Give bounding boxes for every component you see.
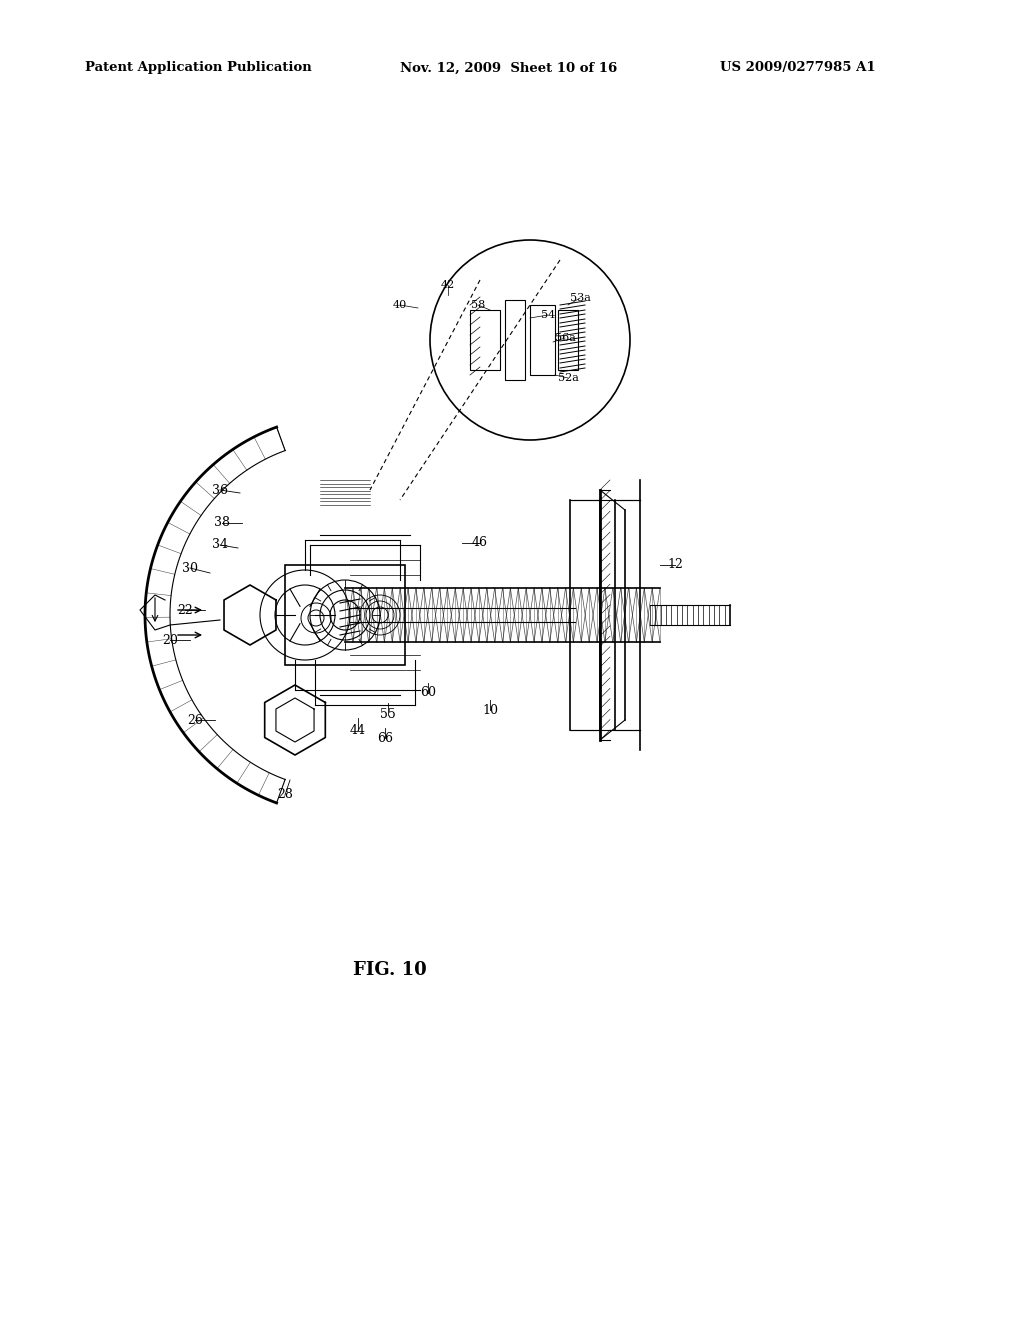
Text: 36: 36 <box>212 483 228 496</box>
Text: 56a: 56a <box>555 333 575 343</box>
Text: 10: 10 <box>482 704 498 717</box>
Text: 28: 28 <box>278 788 293 801</box>
Text: 40: 40 <box>393 300 408 310</box>
Text: 42: 42 <box>441 280 455 290</box>
Text: 53a: 53a <box>569 293 591 304</box>
Text: 54: 54 <box>541 310 555 319</box>
Bar <box>530 305 555 375</box>
Text: 52a: 52a <box>557 374 579 383</box>
Text: 22: 22 <box>177 603 193 616</box>
Bar <box>470 310 500 370</box>
Text: 44: 44 <box>350 723 366 737</box>
Bar <box>505 300 525 380</box>
Text: FIG. 10: FIG. 10 <box>353 961 427 979</box>
Text: 58: 58 <box>471 300 485 310</box>
Text: Nov. 12, 2009  Sheet 10 of 16: Nov. 12, 2009 Sheet 10 of 16 <box>400 62 617 74</box>
Text: 30: 30 <box>182 561 198 574</box>
Text: 46: 46 <box>472 536 488 549</box>
Text: 26: 26 <box>187 714 203 726</box>
Bar <box>285 565 406 665</box>
Text: 12: 12 <box>667 558 683 572</box>
Bar <box>558 310 578 370</box>
Text: 66: 66 <box>377 731 393 744</box>
Text: 60: 60 <box>420 686 436 700</box>
Text: US 2009/0277985 A1: US 2009/0277985 A1 <box>720 62 876 74</box>
Text: Patent Application Publication: Patent Application Publication <box>85 62 311 74</box>
Text: 55: 55 <box>380 709 396 722</box>
Text: 20: 20 <box>162 634 178 647</box>
Text: 34: 34 <box>212 539 228 552</box>
Text: 38: 38 <box>214 516 230 529</box>
